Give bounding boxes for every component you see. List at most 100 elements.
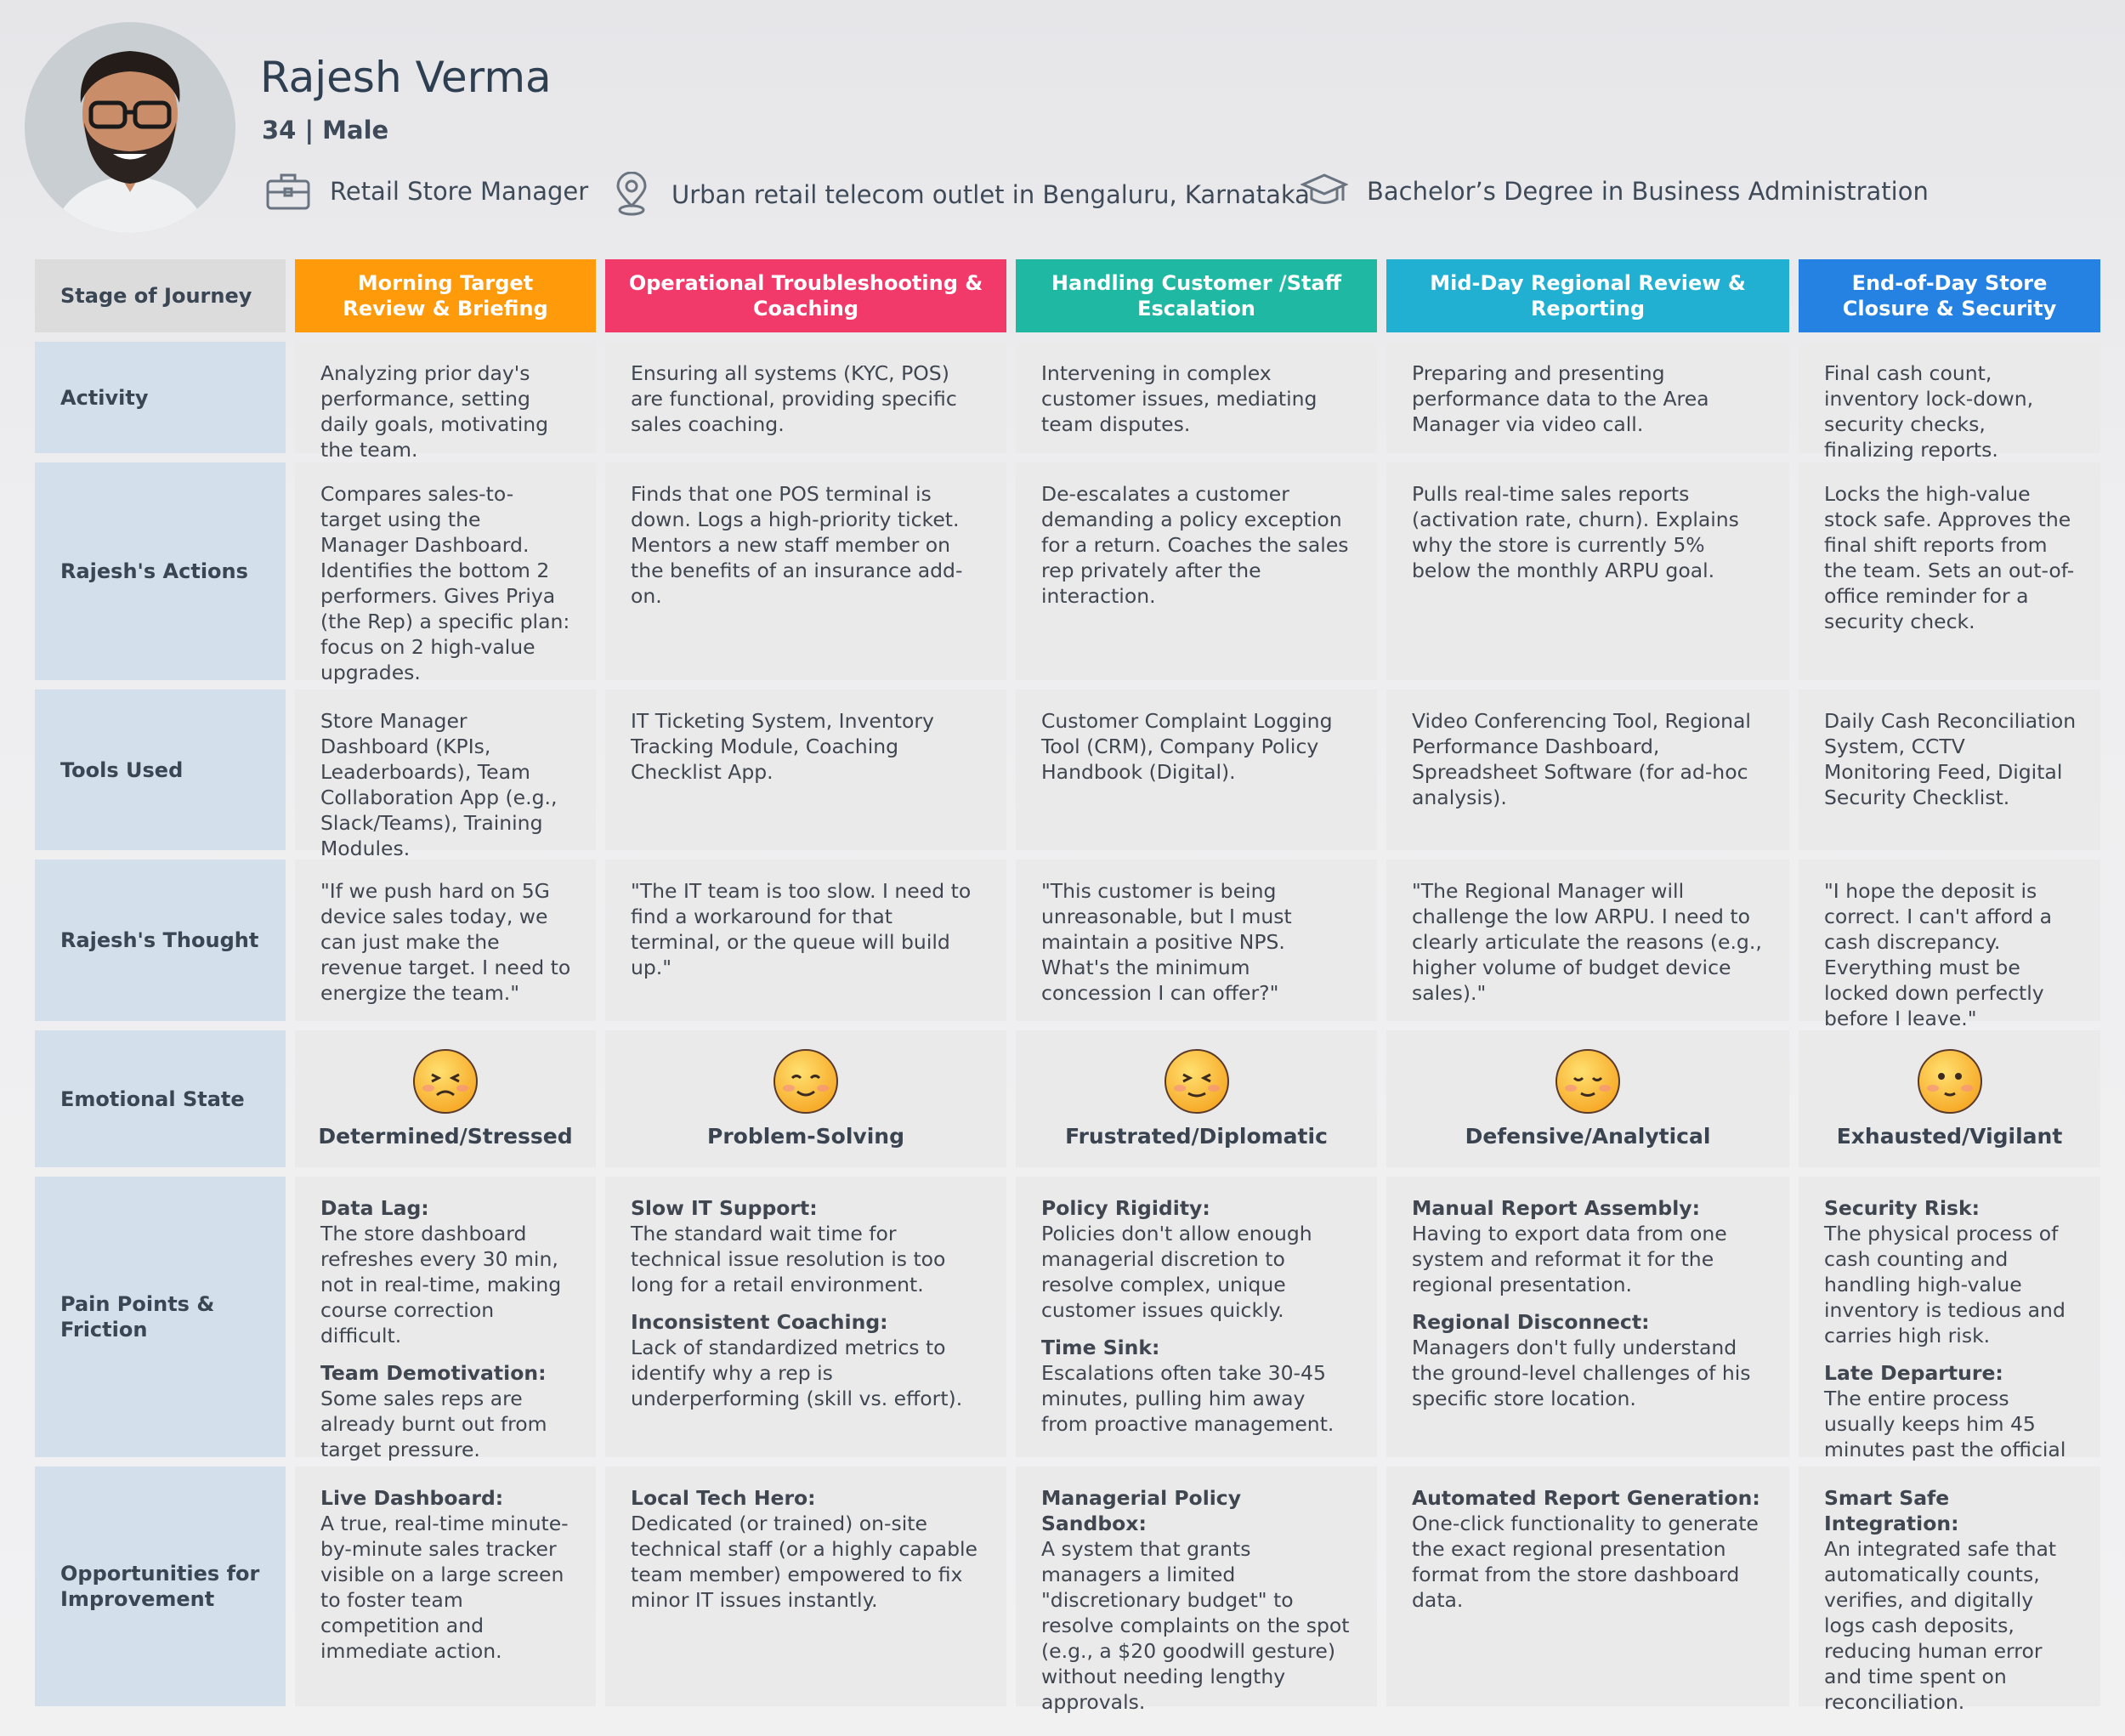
- emotion-icon: [1917, 1049, 1982, 1114]
- text-cell: "I hope the deposit is correct. I can't …: [1799, 859, 2100, 1030]
- list-cell: Automated Report Generation: One-click fu…: [1386, 1467, 1789, 1706]
- item: Automated Report Generation: One-click fu…: [1412, 1485, 1765, 1613]
- education: Bachelor’s Degree in Business Administra…: [1367, 177, 1929, 206]
- text-cell: Preparing and presenting performance dat…: [1386, 342, 1789, 453]
- item-title: Smart Safe Integration:: [1824, 1486, 1959, 1535]
- item: Local Tech Hero: Dedicated (or trained) o…: [631, 1485, 983, 1613]
- location-info: Urban retail telecom outlet in Bengaluru…: [610, 172, 1310, 218]
- emotion-icon: [413, 1049, 478, 1114]
- item-title: Team Demotivation:: [320, 1361, 547, 1385]
- briefcase-icon: [266, 173, 310, 210]
- row-label: Rajesh's Thought: [35, 859, 286, 1021]
- avatar: [25, 22, 235, 233]
- emotion-icon: [774, 1049, 838, 1114]
- stage-header: Mid-Day Regional Review & Reporting: [1386, 259, 1789, 332]
- item-text: Some sales reps are already burnt out fr…: [320, 1387, 547, 1461]
- text-cell: Video Conferencing Tool, Regional Perfor…: [1386, 689, 1789, 850]
- list-cell: Local Tech Hero: Dedicated (or trained) o…: [605, 1467, 1006, 1706]
- stage-header: Morning Target Review & Briefing: [295, 259, 596, 332]
- emotion-cell: Exhausted/Vigilant: [1799, 1030, 2100, 1167]
- item: Team Demotivation: Some sales reps are al…: [320, 1360, 572, 1462]
- item-title: Inconsistent Coaching:: [631, 1310, 888, 1334]
- row-label: Rajesh's Actions: [35, 462, 286, 680]
- text-cell: Ensuring all systems (KYC, POS) are func…: [605, 342, 1006, 453]
- stage-header: End-of-Day Store Closure & Security: [1799, 259, 2100, 332]
- education-info: Bachelor’s Degree in Business Administra…: [1300, 172, 1929, 211]
- text-cell: IT Ticketing System, Inventory Tracking …: [605, 689, 1006, 850]
- text-cell: Final cash count, inventory lock-down, s…: [1799, 342, 2100, 462]
- emotion-cell: Determined/Stressed: [295, 1030, 596, 1167]
- persona-name: Rajesh Verma: [260, 53, 552, 102]
- item: Security Risk: The physical process of ca…: [1824, 1195, 2077, 1348]
- emotion-cell: Frustrated/Diplomatic: [1016, 1030, 1377, 1167]
- item-title: Automated Report Generation:: [1412, 1486, 1760, 1510]
- stage-header: Handling Customer /Staff Escalation: [1016, 259, 1377, 332]
- text-cell: Finds that one POS terminal is down. Log…: [605, 462, 1006, 680]
- item-text: The physical process of cash counting an…: [1824, 1222, 2066, 1347]
- text-cell: "This customer is being unreasonable, bu…: [1016, 859, 1377, 1021]
- row-label: Tools Used: [35, 689, 286, 850]
- text-cell: Pulls real-time sales reports (activatio…: [1386, 462, 1789, 680]
- list-cell: Slow IT Support: The standard wait time f…: [605, 1177, 1006, 1457]
- cap-icon: [1300, 173, 1348, 204]
- journey-table: Stage of Journey Morning Target Review & …: [35, 259, 2100, 1714]
- item-title: Live Dashboard:: [320, 1486, 504, 1510]
- item-text: Escalations often take 30-45 minutes, pu…: [1041, 1361, 1334, 1436]
- list-cell: Security Risk: The physical process of ca…: [1799, 1177, 2100, 1487]
- stage-label: Stage of Journey: [35, 259, 286, 332]
- row-label: Activity: [35, 342, 286, 453]
- text-cell: "The IT team is too slow. I need to find…: [605, 859, 1006, 1021]
- list-cell: Smart Safe Integration: An integrated saf…: [1799, 1467, 2100, 1714]
- list-cell: Manual Report Assembly: Having to export …: [1386, 1177, 1789, 1457]
- item-title: Late Departure:: [1824, 1361, 2003, 1385]
- text-cell: Daily Cash Reconciliation System, CCTV M…: [1799, 689, 2100, 850]
- item: Live Dashboard: A true, real-time minute-…: [320, 1485, 572, 1664]
- list-cell: Live Dashboard: A true, real-time minute-…: [295, 1467, 596, 1706]
- item: Smart Safe Integration: An integrated saf…: [1824, 1485, 2077, 1715]
- item-title: Managerial Policy Sandbox:: [1041, 1486, 1242, 1535]
- role-info: Retail Store Manager: [265, 172, 588, 211]
- item-title: Regional Disconnect:: [1412, 1310, 1650, 1334]
- item: Managerial Policy Sandbox: A system that …: [1041, 1485, 1353, 1715]
- text-cell: Locks the high-value stock safe. Approve…: [1799, 462, 2100, 680]
- item-title: Local Tech Hero:: [631, 1486, 816, 1510]
- item: Time Sink: Escalations often take 30-45 m…: [1041, 1335, 1353, 1437]
- emotion-label: Frustrated/Diplomatic: [1065, 1124, 1328, 1149]
- item: Slow IT Support: The standard wait time f…: [631, 1195, 983, 1297]
- item-text: Managers don't fully understand the grou…: [1412, 1336, 1751, 1410]
- item: Manual Report Assembly: Having to export …: [1412, 1195, 1765, 1297]
- item: Data Lag: The store dashboard refreshes e…: [320, 1195, 572, 1348]
- pin-icon: [616, 172, 647, 216]
- item-text: Having to export data from one system an…: [1412, 1222, 1727, 1296]
- list-cell: Policy Rigidity: Policies don't allow eno…: [1016, 1177, 1377, 1457]
- role: Retail Store Manager: [330, 177, 589, 206]
- location: Urban retail telecom outlet in Bengaluru…: [672, 180, 1310, 209]
- text-cell: Analyzing prior day's performance, setti…: [295, 342, 596, 462]
- item-title: Time Sink:: [1041, 1336, 1160, 1359]
- text-cell: "The Regional Manager will challenge the…: [1386, 859, 1789, 1021]
- item: Inconsistent Coaching: Lack of standardiz…: [631, 1309, 983, 1411]
- item-title: Slow IT Support:: [631, 1196, 818, 1220]
- item-text: The store dashboard refreshes every 30 m…: [320, 1222, 562, 1347]
- emotion-cell: Defensive/Analytical: [1386, 1030, 1789, 1167]
- item-text: Dedicated (or trained) on-site technical…: [631, 1512, 978, 1612]
- list-cell: Data Lag: The store dashboard refreshes e…: [295, 1177, 596, 1461]
- item-title: Security Risk:: [1824, 1196, 1980, 1220]
- item-text: The standard wait time for technical iss…: [631, 1222, 946, 1296]
- emotion-icon: [1164, 1049, 1229, 1114]
- text-cell: Store Manager Dashboard (KPIs, Leaderboa…: [295, 689, 596, 860]
- text-cell: "If we push hard on 5G device sales toda…: [295, 859, 596, 1021]
- text-cell: Intervening in complex customer issues, …: [1016, 342, 1377, 453]
- emotion-label: Determined/Stressed: [318, 1124, 573, 1149]
- item: Policy Rigidity: Policies don't allow eno…: [1041, 1195, 1353, 1323]
- item-text: A true, real-time minute-by-minute sales…: [320, 1512, 569, 1663]
- item-text: A system that grants managers a limited …: [1041, 1537, 1350, 1714]
- text-cell: Customer Complaint Logging Tool (CRM), C…: [1016, 689, 1377, 850]
- text-cell: De-escalates a customer demanding a poli…: [1016, 462, 1377, 680]
- emotion-label: Problem-Solving: [707, 1124, 904, 1149]
- item-title: Policy Rigidity:: [1041, 1196, 1210, 1220]
- row-label: Pain Points & Friction: [35, 1177, 286, 1457]
- item-text: Policies don't allow enough managerial d…: [1041, 1222, 1312, 1322]
- item-title: Data Lag:: [320, 1196, 429, 1220]
